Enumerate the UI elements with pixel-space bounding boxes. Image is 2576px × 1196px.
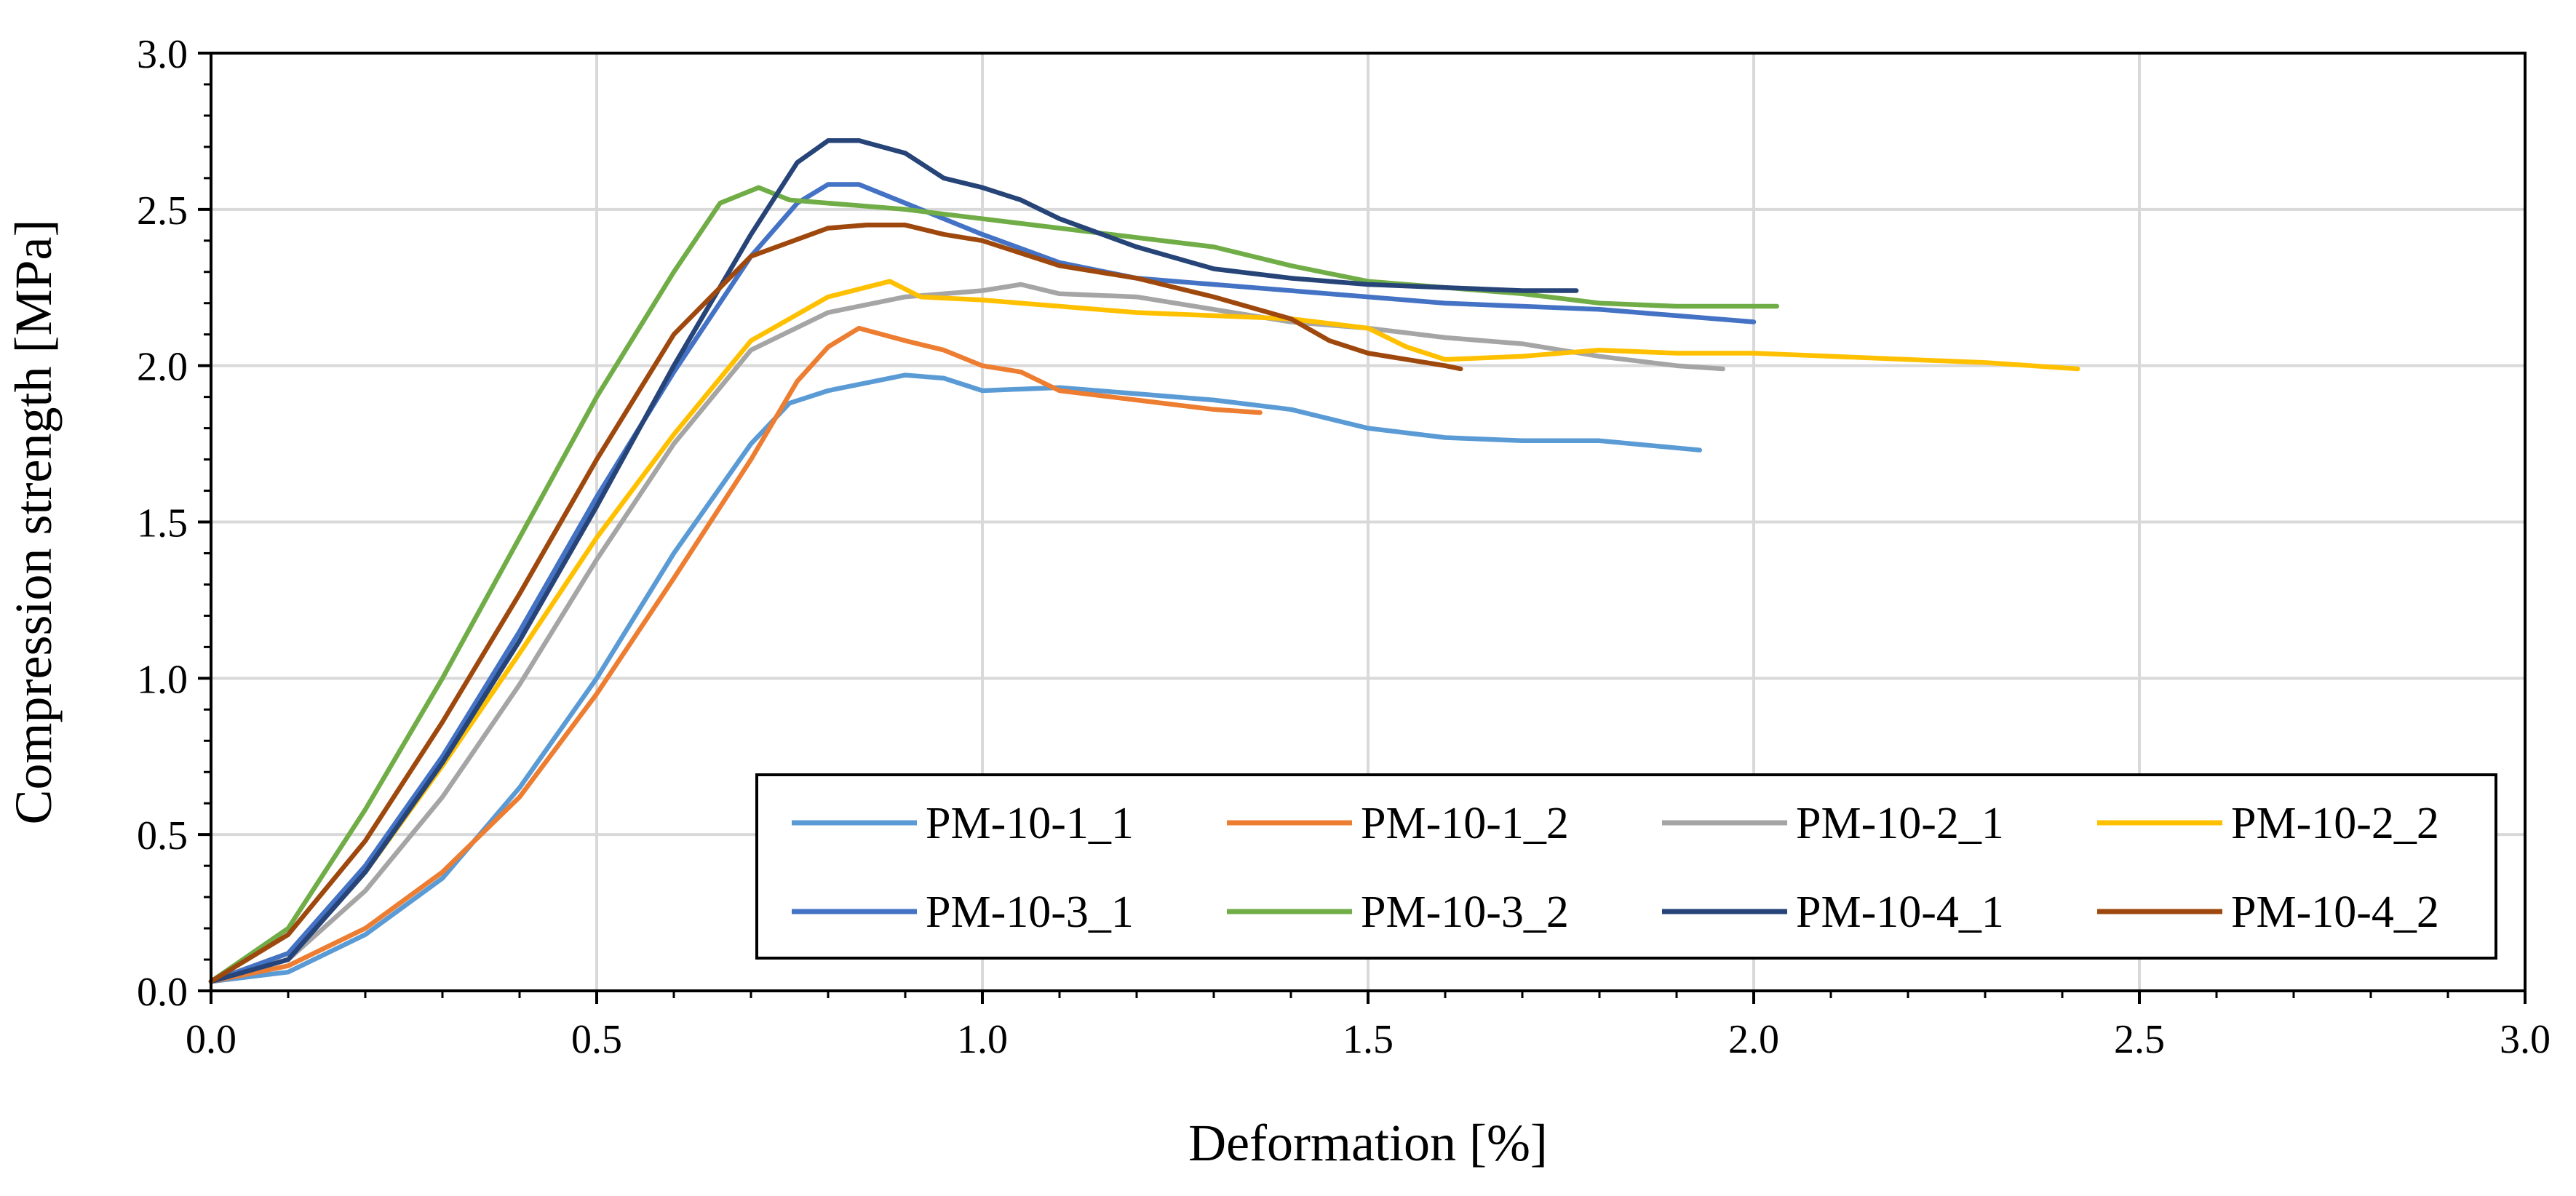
legend-label-8: PM-10-4_2 [2231, 888, 2439, 937]
y-axis-title: Compression strength [MPa] [4, 220, 63, 825]
y-tick-label: 2.0 [137, 345, 188, 390]
y-tick-label: 2.5 [137, 188, 188, 234]
x-tick-label: 1.0 [957, 1017, 1008, 1062]
x-tick-label: 3.0 [2500, 1017, 2551, 1062]
y-tick-label: 0.5 [137, 813, 188, 858]
series-line-2 [208, 325, 1263, 984]
y-tick-label: 1.0 [137, 657, 188, 702]
y-tick-label: 3.0 [137, 32, 188, 77]
y-axis-tick-labels: 0.0 0.5 1.0 1.5 2.0 2.5 3.0 [137, 32, 188, 1015]
legend-label-6: PM-10-3_2 [1361, 888, 1569, 937]
x-tick-label: 0.5 [571, 1017, 622, 1062]
series-line-5 [208, 182, 1757, 984]
legend: PM-10-1_1 PM-10-1_2 PM-10-2_1 PM-10-2_2 PM-1… [755, 773, 2497, 960]
legend-label-2: PM-10-1_2 [1361, 799, 1569, 848]
series-line-4 [208, 279, 2080, 984]
y-tick-label: 1.5 [137, 501, 188, 546]
legend-label-1: PM-10-1_1 [926, 799, 1134, 848]
legend-label-5: PM-10-3_1 [926, 888, 1134, 937]
x-tick-label: 0.0 [186, 1017, 236, 1062]
series-lines [208, 138, 2080, 984]
x-axis-tick-labels: 0.0 0.5 1.0 1.5 2.0 2.5 3.0 [186, 1017, 2551, 1062]
series-line-7 [208, 138, 1579, 984]
x-tick-label: 1.5 [1343, 1017, 1394, 1062]
axis-ticks [198, 52, 2527, 1004]
legend-label-4: PM-10-2_2 [2231, 799, 2439, 848]
series-line-3 [208, 282, 1725, 984]
x-tick-label: 2.5 [2114, 1017, 2165, 1062]
legend-box [755, 773, 2497, 960]
series-line-8 [208, 223, 1463, 984]
y-tick-label: 0.0 [137, 970, 188, 1015]
legend-label-7: PM-10-4_1 [1796, 888, 2004, 937]
x-tick-label: 2.0 [1728, 1017, 1779, 1062]
x-axis-title: Deformation [%] [1188, 1114, 1548, 1172]
legend-label-3: PM-10-2_1 [1796, 799, 2004, 848]
